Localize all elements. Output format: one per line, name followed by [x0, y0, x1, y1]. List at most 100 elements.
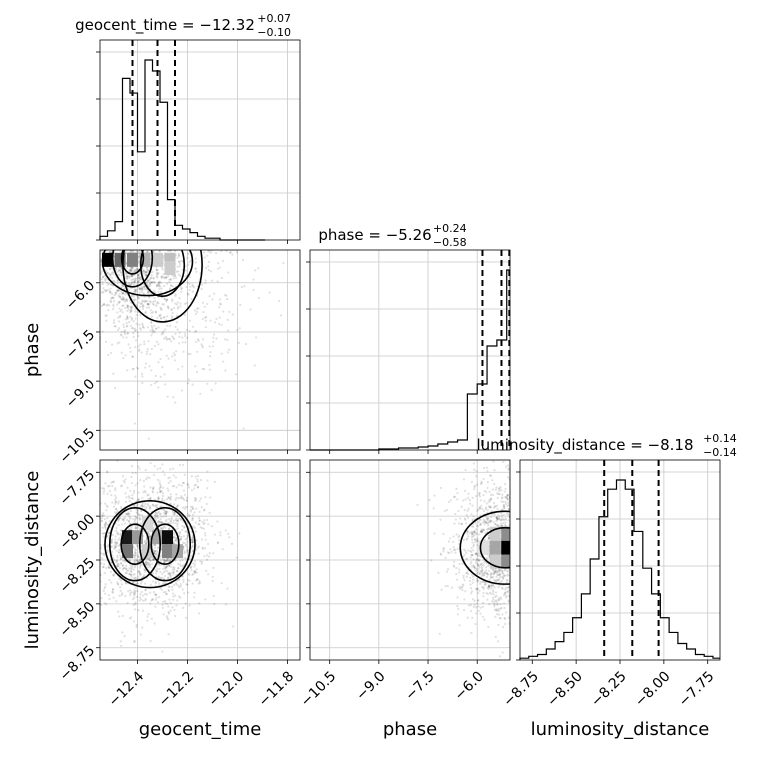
scatter-point — [138, 276, 141, 280]
scatter-point — [494, 579, 497, 582]
scatter-point — [78, 277, 80, 279]
scatter-point — [112, 574, 116, 577]
scatter-point — [487, 527, 490, 530]
scatter-point — [135, 511, 138, 514]
density-cell — [152, 252, 163, 267]
scatter-point — [174, 401, 177, 404]
scatter-point — [165, 582, 168, 585]
scatter-point — [479, 555, 483, 558]
scatter-point — [144, 507, 148, 511]
scatter-point — [508, 586, 510, 589]
scatter-point — [128, 268, 131, 271]
scatter-point — [517, 564, 519, 566]
scatter-point — [178, 335, 181, 338]
scatter-point — [534, 547, 536, 549]
scatter-point — [190, 204, 192, 206]
scatter-point — [136, 282, 139, 285]
scatter-point — [529, 590, 531, 592]
scatter-point — [161, 650, 164, 653]
scatter-point — [502, 506, 506, 509]
scatter-point — [134, 515, 137, 518]
scatter-point — [476, 562, 479, 565]
scatter-point — [109, 287, 112, 290]
scatter-point — [154, 543, 157, 546]
scatter-point — [516, 557, 518, 559]
scatter-point — [153, 215, 155, 217]
scatter-point — [228, 251, 232, 254]
scatter-point — [512, 571, 514, 573]
scatter-point — [495, 594, 498, 597]
scatter-point — [523, 498, 525, 500]
scatter-point — [189, 216, 191, 218]
scatter-point — [121, 311, 124, 314]
scatter-point — [169, 572, 172, 575]
scatter-point — [482, 562, 485, 565]
scatter-point — [168, 559, 172, 562]
scatter-point — [162, 242, 164, 244]
scatter-point — [131, 266, 134, 270]
scatter-point — [534, 601, 536, 603]
scatter-point — [144, 247, 146, 249]
scatter-point — [190, 297, 193, 301]
scatter-point — [542, 555, 544, 557]
scatter-point — [103, 274, 106, 277]
scatter-point — [145, 478, 148, 481]
scatter-point — [449, 537, 452, 540]
scatter-point — [204, 316, 207, 319]
scatter-point — [146, 279, 150, 282]
scatter-point — [568, 624, 570, 626]
scatter-point — [167, 527, 170, 530]
scatter-point — [186, 583, 189, 586]
scatter-point — [458, 534, 461, 537]
scatter-point — [496, 496, 499, 499]
scatter-point — [471, 575, 474, 578]
scatter-point — [176, 307, 180, 310]
scatter-point — [219, 303, 222, 306]
scatter-point — [137, 301, 140, 304]
scatter-point — [117, 320, 121, 323]
scatter-point — [127, 528, 131, 531]
scatter-point — [159, 250, 162, 252]
scatter-point — [152, 300, 155, 303]
scatter-point — [165, 234, 167, 236]
scatter-point — [472, 534, 476, 537]
scatter-point — [134, 223, 136, 225]
scatter-point — [238, 327, 241, 330]
scatter-point — [187, 352, 190, 355]
scatter-point — [476, 539, 479, 542]
scatter-point — [517, 507, 519, 509]
scatter-point — [166, 564, 169, 568]
scatter-point — [551, 538, 553, 540]
scatter-point — [557, 583, 559, 585]
scatter-point — [102, 565, 105, 569]
scatter-point — [131, 281, 134, 284]
scatter-point — [195, 340, 198, 343]
scatter-point — [118, 544, 121, 547]
scatter-point — [195, 579, 198, 582]
scatter-point — [191, 544, 194, 547]
scatter-point — [495, 608, 498, 611]
scatter-point — [483, 571, 486, 574]
scatter-point — [157, 343, 160, 346]
scatter-point — [156, 521, 160, 524]
scatter-point — [87, 236, 89, 238]
scatter-point — [452, 535, 455, 538]
scatter-point — [93, 313, 95, 315]
scatter-point — [111, 296, 115, 299]
scatter-point — [199, 205, 201, 207]
scatter-point — [134, 247, 136, 249]
scatter-point — [183, 175, 185, 177]
scatter-point — [466, 516, 470, 519]
scatter-point — [143, 593, 147, 596]
scatter-point — [515, 561, 517, 563]
scatter-point — [154, 514, 157, 517]
scatter-point — [126, 277, 129, 280]
scatter-point — [92, 587, 94, 589]
scatter-point — [104, 526, 107, 529]
scatter-point — [524, 513, 526, 515]
scatter-point — [130, 274, 133, 277]
scatter-point — [147, 530, 150, 533]
scatter-point — [224, 338, 227, 341]
scatter-point — [100, 258, 102, 261]
scatter-point — [109, 290, 112, 293]
